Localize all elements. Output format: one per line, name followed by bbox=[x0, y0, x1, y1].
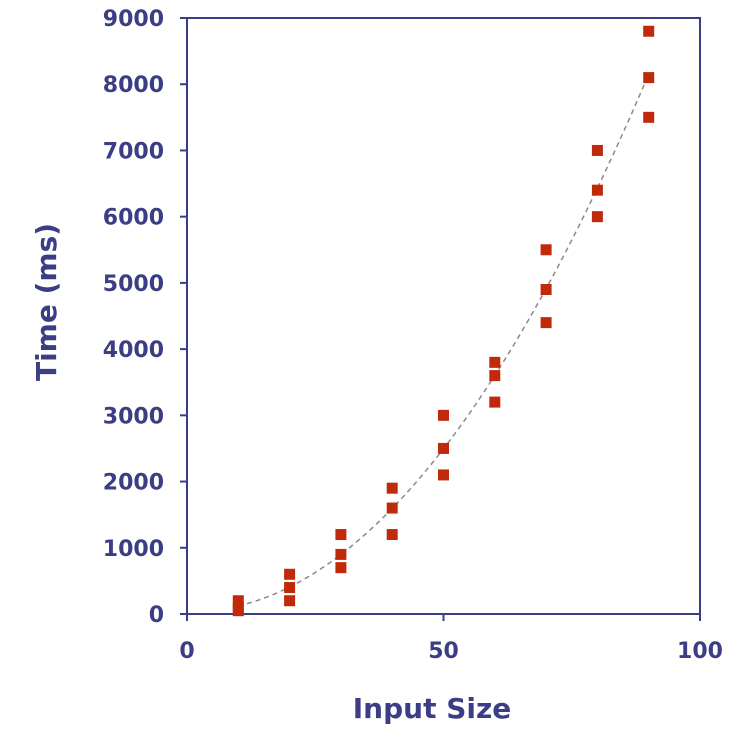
x-tick-label: 0 bbox=[179, 639, 194, 664]
data-point bbox=[643, 25, 655, 37]
data-point bbox=[335, 529, 347, 541]
y-tick-label: 7000 bbox=[103, 139, 164, 164]
data-point bbox=[232, 595, 244, 607]
data-point bbox=[643, 72, 655, 84]
data-point bbox=[284, 582, 296, 594]
data-point bbox=[489, 370, 501, 382]
data-point bbox=[540, 317, 552, 329]
x-tick-label: 100 bbox=[677, 639, 723, 664]
y-axis-title: Time (ms) bbox=[30, 223, 63, 381]
x-axis-ticks: 0 50 100 bbox=[179, 614, 723, 664]
data-point bbox=[335, 548, 347, 560]
y-tick-label: 2000 bbox=[103, 471, 164, 496]
y-tick-label: 5000 bbox=[103, 272, 164, 297]
y-tick-label: 1000 bbox=[103, 537, 164, 562]
y-tick-label: 9000 bbox=[103, 7, 164, 32]
data-point bbox=[489, 396, 501, 408]
data-point bbox=[386, 502, 398, 514]
plot-frame bbox=[186, 17, 701, 615]
y-tick-label: 3000 bbox=[103, 404, 164, 429]
data-point bbox=[386, 529, 398, 541]
data-point bbox=[591, 184, 603, 196]
data-point bbox=[284, 595, 296, 607]
data-point bbox=[438, 409, 449, 421]
y-tick-label: 6000 bbox=[103, 206, 164, 231]
y-tick-label: 0 bbox=[149, 603, 164, 628]
y-tick-label: 4000 bbox=[103, 338, 164, 363]
data-point bbox=[386, 482, 398, 494]
trendline bbox=[238, 73, 650, 607]
y-tick-label: 8000 bbox=[103, 73, 164, 98]
data-point bbox=[438, 469, 449, 481]
data-points bbox=[232, 25, 655, 617]
data-point bbox=[540, 284, 552, 296]
x-tick-label: 50 bbox=[428, 639, 459, 664]
data-point bbox=[591, 144, 603, 156]
x-axis-title: Input Size bbox=[353, 692, 512, 725]
y-axis-ticks: 0 1000 2000 3000 4000 5000 6000 7000 8000 9000 bbox=[103, 7, 187, 628]
data-point bbox=[643, 111, 655, 123]
data-point bbox=[591, 211, 603, 223]
data-point bbox=[438, 442, 449, 454]
data-point bbox=[335, 562, 347, 574]
data-point bbox=[489, 356, 501, 368]
data-point bbox=[540, 244, 552, 256]
data-point bbox=[284, 568, 296, 580]
data-point bbox=[232, 605, 244, 617]
